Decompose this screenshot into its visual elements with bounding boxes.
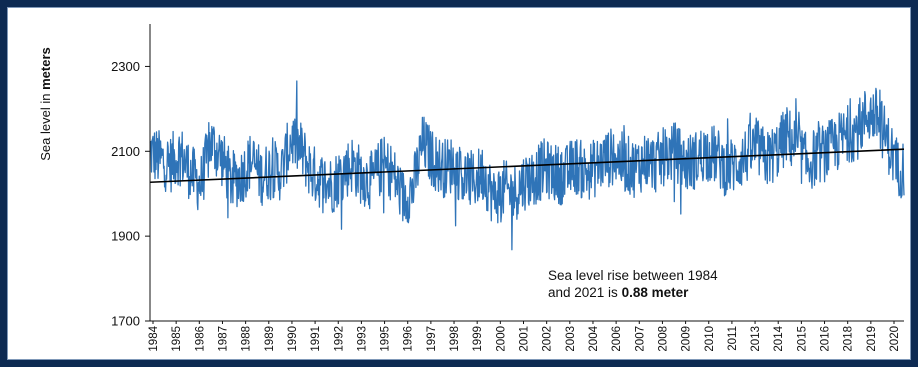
x-tick-label: 1988 — [241, 326, 253, 352]
y-tick-label: 1900 — [111, 229, 140, 244]
y-axis-label: Sea level in meters — [38, 47, 53, 160]
x-ticks: 1984 1985 1986 1987 1988 1989 1990 1991 1992 1993… — [148, 321, 901, 352]
chart-frame: 1700 1900 2100 2300 1984 1985 1986 1987 1988 198… — [7, 7, 911, 360]
x-tick-label: 2018 — [843, 326, 855, 352]
x-tick-label: 2013 — [750, 326, 762, 352]
x-tick-label: 1986 — [194, 326, 206, 352]
x-tick-label: 1987 — [217, 326, 229, 352]
x-tick-label: 2014 — [773, 325, 785, 351]
annotation-line-2-bold: 0.88 meter — [622, 285, 690, 300]
x-tick-label: 1985 — [171, 326, 183, 352]
x-tick-label: 1997 — [426, 326, 438, 352]
x-tick-label: 1998 — [449, 326, 461, 352]
x-tick-label: 2011 — [727, 326, 739, 351]
x-tick-label: 1992 — [333, 326, 345, 352]
annotation-line-2-prefix: and 2021 is — [548, 285, 622, 300]
x-tick-label: 2003 — [565, 326, 577, 352]
x-tick-label: 2016 — [820, 326, 832, 352]
x-tick-label: 1989 — [264, 326, 276, 352]
annotation-line-1: Sea level rise between 1984 — [548, 268, 718, 283]
y-ticks: 1700 1900 2100 2300 — [111, 59, 150, 329]
x-tick-label: 2010 — [704, 326, 716, 352]
y-tick-label: 1700 — [111, 314, 140, 329]
x-tick-label: 2006 — [611, 326, 623, 352]
x-tick-label: 2001 — [519, 326, 531, 352]
x-tick-label: 2008 — [657, 326, 669, 352]
x-tick-label: 2019 — [866, 326, 878, 352]
x-tick-label: 2004 — [588, 325, 600, 351]
y-tick-label: 2100 — [111, 144, 140, 159]
annotation-line-2: and 2021 is 0.88 meter — [548, 285, 689, 300]
y-tick-label: 2300 — [111, 59, 140, 74]
x-tick-label: 2015 — [796, 326, 808, 352]
x-tick-label: 1990 — [287, 326, 299, 352]
x-tick-label: 1999 — [472, 326, 484, 352]
x-tick-label: 1995 — [380, 326, 392, 352]
trend-line — [149, 148, 905, 184]
y-axis-label-prefix: Sea level in — [38, 90, 53, 161]
x-tick-label: 2007 — [634, 326, 646, 352]
x-tick-label: 2000 — [495, 326, 507, 352]
x-tick-label: 1993 — [356, 326, 368, 352]
x-tick-label: 1991 — [310, 326, 322, 352]
y-axis-label-bold: meters — [38, 47, 53, 90]
annotation-line-1-text: Sea level rise between 1984 — [548, 268, 718, 283]
x-tick-label: 1996 — [403, 326, 415, 352]
x-tick-label: 2009 — [681, 326, 693, 352]
x-tick-label: 2020 — [889, 326, 901, 352]
x-tick-label: 1984 — [148, 325, 160, 351]
x-tick-label: 2002 — [542, 326, 554, 352]
